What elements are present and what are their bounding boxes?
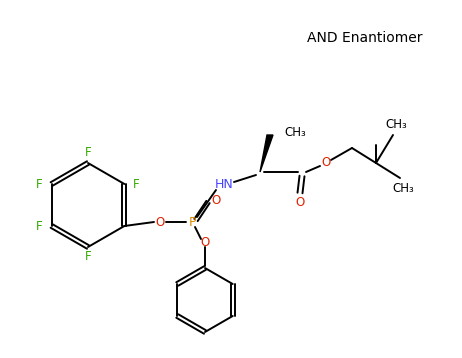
Text: O: O xyxy=(155,216,164,228)
Polygon shape xyxy=(260,135,273,172)
Text: O: O xyxy=(212,194,221,207)
Text: O: O xyxy=(201,236,210,248)
Text: F: F xyxy=(85,251,91,263)
Text: CH₃: CH₃ xyxy=(284,126,306,139)
Text: F: F xyxy=(85,146,91,160)
Text: P: P xyxy=(188,216,196,228)
Text: F: F xyxy=(36,219,43,232)
Text: HN: HN xyxy=(215,179,233,192)
Text: F: F xyxy=(36,178,43,190)
Text: CH₃: CH₃ xyxy=(385,118,407,131)
Text: AND Enantiomer: AND Enantiomer xyxy=(307,31,423,45)
Text: F: F xyxy=(133,178,140,190)
Text: O: O xyxy=(322,156,331,169)
Text: O: O xyxy=(295,195,304,208)
Text: CH₃: CH₃ xyxy=(392,182,414,194)
